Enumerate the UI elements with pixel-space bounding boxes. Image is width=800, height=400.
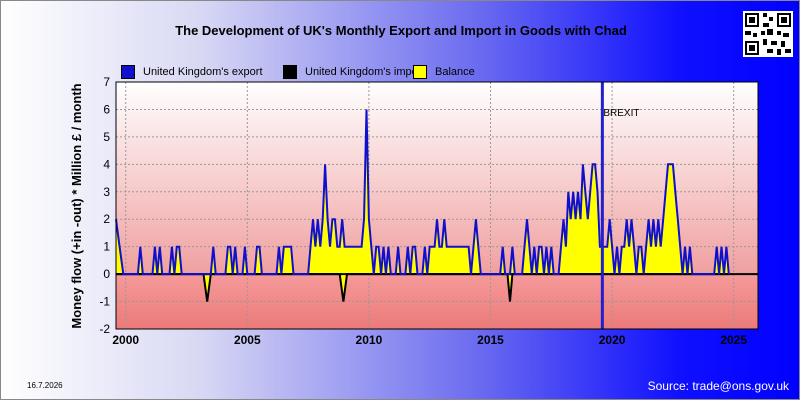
x-tick-label: 2015 (477, 333, 504, 347)
brexit-label: BREXIT (603, 108, 639, 119)
date-stamp: 16.7.2026 (27, 381, 63, 390)
y-tick-label: 2 (103, 212, 110, 226)
plot-border (115, 81, 759, 330)
x-tick-label: 2025 (720, 333, 747, 347)
legend-swatch-balance (413, 65, 427, 79)
chart-title: The Development of UK's Monthly Export a… (175, 23, 627, 38)
y-tick-label: 6 (103, 102, 110, 116)
y-tick-label: 7 (103, 75, 110, 89)
legend-swatch-export (121, 65, 135, 79)
y-tick-label: 5 (103, 130, 110, 144)
y-tick-label: 4 (103, 157, 110, 171)
x-tick-label: 2000 (112, 333, 139, 347)
qr-code-icon (743, 11, 793, 57)
legend-label-import: United Kingdom's import (305, 66, 425, 78)
legend-label-export: United Kingdom's export (143, 66, 263, 78)
legend-label-balance: Balance (435, 66, 475, 78)
y-axis-label: Money flow (+in -out) * Million £ / mont… (69, 83, 84, 328)
y-axis-label-container: Money flow (+in -out) * Million £ / mont… (69, 83, 84, 328)
balance-area-positive (116, 109, 729, 275)
y-tick-label: 0 (103, 267, 110, 281)
source-label: Source: trade@ons.gov.uk (647, 379, 789, 393)
import-line (116, 273, 729, 302)
y-tick-label: 1 (103, 240, 110, 254)
y-tick-label: 3 (103, 185, 110, 199)
export-line (115, 109, 730, 276)
legend-swatch-import (283, 65, 297, 79)
x-tick-label: 2010 (356, 333, 383, 347)
x-tick-label: 2020 (599, 333, 626, 347)
x-tick-label: 2005 (234, 333, 261, 347)
y-tick-label: -2 (99, 322, 110, 336)
y-tick-label: -1 (99, 295, 110, 309)
